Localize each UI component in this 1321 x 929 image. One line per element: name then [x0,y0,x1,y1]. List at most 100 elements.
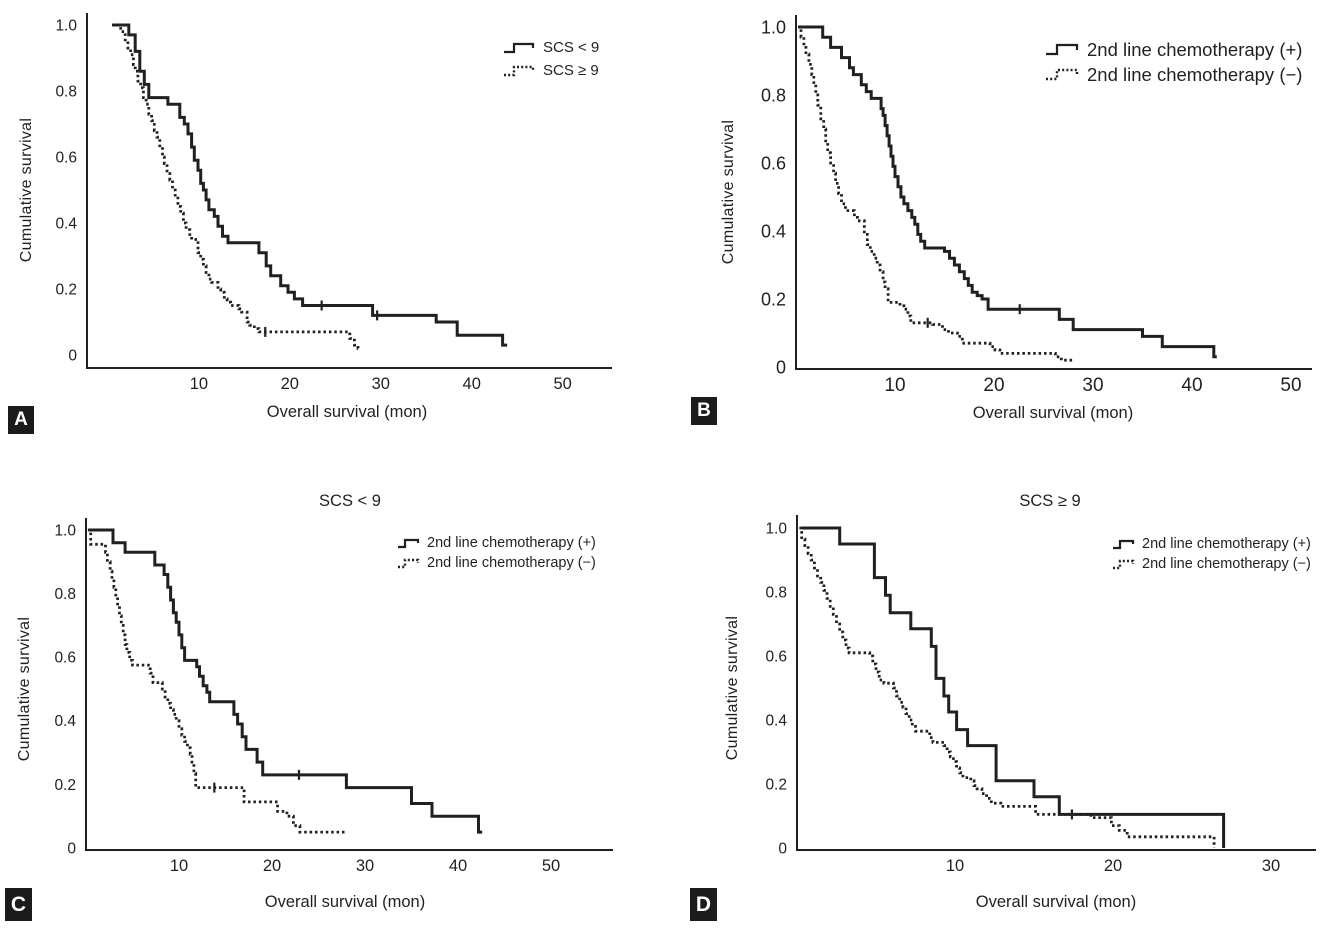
panel-badge-b: B [691,397,717,425]
x-tick-label: 40 [1181,375,1202,396]
legend-label: 2nd line chemotherapy (−) [1087,63,1303,85]
x-tick-label: 20 [263,857,281,875]
x-axis-label-c: Overall survival (mon) [264,893,426,911]
x-tick-label: 10 [190,375,208,393]
legend-item: SCS < 9 [503,36,599,59]
survival-curve-solid [798,25,1217,359]
y-axis-label-d: Cumulative survival [724,615,741,761]
legend-panel-a: SCS < 9 SCS ≥ 9 [503,36,599,82]
x-tick-label: 30 [372,375,390,393]
dotted-step-line-icon [1113,559,1135,569]
legend-item: 2nd line chemotherapy (+) [1045,37,1302,62]
survival-curve-dotted [798,25,1073,362]
panel-d-plot: 1.0 0.8 0.6 0.4 0.2 0 10 20 30 [765,515,1316,875]
dotted-step-line-icon [398,558,420,568]
axes [795,15,1312,370]
y-axis-label-b: Cumulative survival [720,119,737,265]
y-tick-label: 0 [68,347,77,364]
x-tick-label: 40 [449,857,467,875]
y-tick-label: 1.0 [761,17,786,37]
y-tick-label: 0.2 [765,776,787,793]
axes [85,518,613,851]
x-tick-label: 50 [1280,375,1301,396]
legend-label: SCS < 9 [543,39,600,56]
survival-curve-solid [112,23,508,347]
legend-label: 2nd line chemotherapy (−) [427,555,596,571]
legend-label: 2nd line chemotherapy (+) [427,535,596,551]
y-tick-label: 0.4 [761,221,786,241]
x-tick-label: 50 [542,857,560,875]
legend-label: 2nd line chemotherapy (−) [1142,556,1311,572]
panel-c-plot: 1.0 0.8 0.6 0.4 0.2 0 10 20 30 40 50 [54,518,613,875]
legend-item: SCS ≥ 9 [503,59,599,82]
y-tick-label: 0 [778,840,787,857]
y-tick-label: 0.4 [54,713,76,730]
panel-c-title: SCS < 9 [319,492,381,510]
y-tick-label: 0.6 [765,648,787,665]
y-tick-label: 0.8 [765,584,787,601]
y-tick-label: 1.0 [765,520,787,537]
panel-badge-d: D [690,888,717,921]
y-tick-label: 0.6 [55,149,77,166]
x-tick-label: 10 [170,857,188,875]
y-tick-label: 0.4 [765,712,787,729]
panel-badge-a: A [8,406,34,434]
dotted-step-line-icon [1046,68,1079,81]
legend-label: 2nd line chemotherapy (+) [1087,38,1303,60]
axes [796,515,1316,851]
y-axis-label-a: Cumulative survival [18,117,35,263]
legend-panel-b: 2nd line chemotherapy (+) 2nd line chemo… [1045,37,1302,87]
y-tick-label: 0.6 [54,650,76,667]
y-tick-label: 0.8 [55,83,77,100]
x-tick-label: 40 [463,375,481,393]
y-tick-label: 0 [67,840,76,857]
x-tick-label: 20 [281,375,299,393]
dotted-step-line-icon [504,65,535,76]
x-axis-label-a: Overall survival (mon) [266,403,428,421]
axes [86,13,612,369]
y-tick-label: 1.0 [55,17,77,34]
legend-item: 2nd line chemotherapy (+) [397,533,596,553]
y-tick-label: 0.2 [54,777,76,794]
legend-item: 2nd line chemotherapy (−) [1045,62,1302,87]
x-tick-label: 50 [553,375,571,393]
x-axis-label-b: Overall survival (mon) [972,404,1134,422]
survival-curve-solid [88,528,483,834]
x-tick-label: 30 [1082,375,1103,396]
y-tick-label: 0.8 [761,85,786,105]
survival-curve-solid [801,526,1226,848]
x-tick-label: 30 [1262,857,1280,875]
x-tick-label: 10 [946,857,964,875]
y-tick-label: 0.8 [54,586,76,603]
y-axis-label-c: Cumulative survival [16,616,33,762]
solid-step-line-icon [1046,43,1079,56]
x-tick-label: 20 [983,375,1004,396]
survival-curve-dotted [799,526,1216,848]
y-tick-label: 0.2 [761,289,786,309]
survival-curve-dotted [87,528,345,834]
solid-step-line-icon [398,538,420,548]
panel-d-title: SCS ≥ 9 [1019,492,1081,510]
legend-label: SCS ≥ 9 [543,62,599,79]
x-axis-label-d: Overall survival (mon) [975,893,1137,911]
y-tick-label: 0.4 [55,215,77,232]
y-tick-label: 0 [776,357,786,377]
solid-step-line-icon [504,42,535,53]
x-tick-label: 10 [884,375,905,396]
legend-item: 2nd line chemotherapy (−) [1112,554,1311,574]
y-tick-label: 0.2 [55,281,77,298]
panel-b-plot: 1.0 0.8 0.6 0.4 0.2 0 10 20 30 40 50 [761,15,1312,396]
legend-panel-d: 2nd line chemotherapy (+) 2nd line chemo… [1112,534,1311,574]
panel-a-plot: 1.0 0.8 0.6 0.4 0.2 0 10 20 30 40 50 [55,13,612,393]
y-tick-label: 1.0 [54,522,76,539]
legend-label: 2nd line chemotherapy (+) [1142,536,1311,552]
legend-item: 2nd line chemotherapy (+) [1112,534,1311,554]
solid-step-line-icon [1113,539,1135,549]
legend-item: 2nd line chemotherapy (−) [397,553,596,573]
y-tick-label: 0.6 [761,153,786,173]
survival-curve-dotted [112,23,360,350]
panel-badge-c: C [5,888,32,921]
legend-panel-c: 2nd line chemotherapy (+) 2nd line chemo… [397,533,596,573]
